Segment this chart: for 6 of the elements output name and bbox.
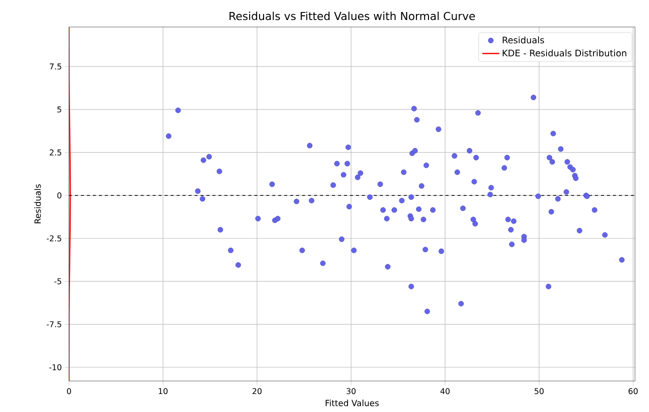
legend-label: KDE - Residuals Distribution [502, 49, 626, 56]
x-axis-title: Fitted Values [326, 400, 379, 406]
legend-label: Residuals [502, 36, 544, 44]
chart-title: Residuals vs Fitted Values with Normal Curve [230, 12, 475, 20]
y-axis-title: Residuals [34, 184, 41, 224]
line-series [69, 26, 71, 381]
